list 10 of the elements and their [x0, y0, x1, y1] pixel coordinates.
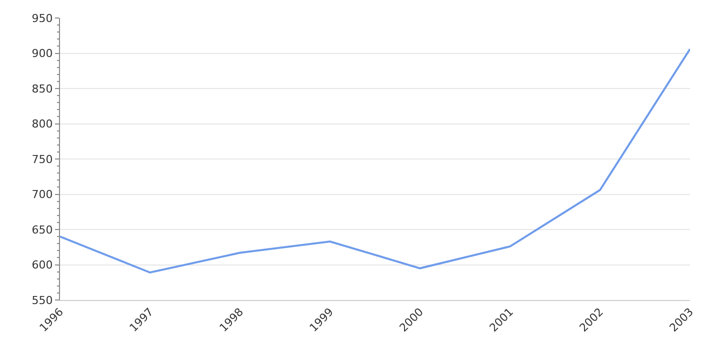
y-tick-label: 800: [32, 118, 53, 131]
y-tick-label: 700: [32, 188, 53, 202]
y-tick-label: 850: [32, 82, 53, 96]
y-tick-label: 900: [32, 47, 53, 60]
y-tick-label: 950: [32, 12, 53, 25]
y-tick-label: 600: [32, 258, 53, 272]
y-tick-label: 750: [32, 152, 53, 166]
line-series: [60, 48, 690, 274]
y-tick-label: 650: [32, 223, 53, 236]
y-tick-label: 550: [32, 294, 53, 307]
